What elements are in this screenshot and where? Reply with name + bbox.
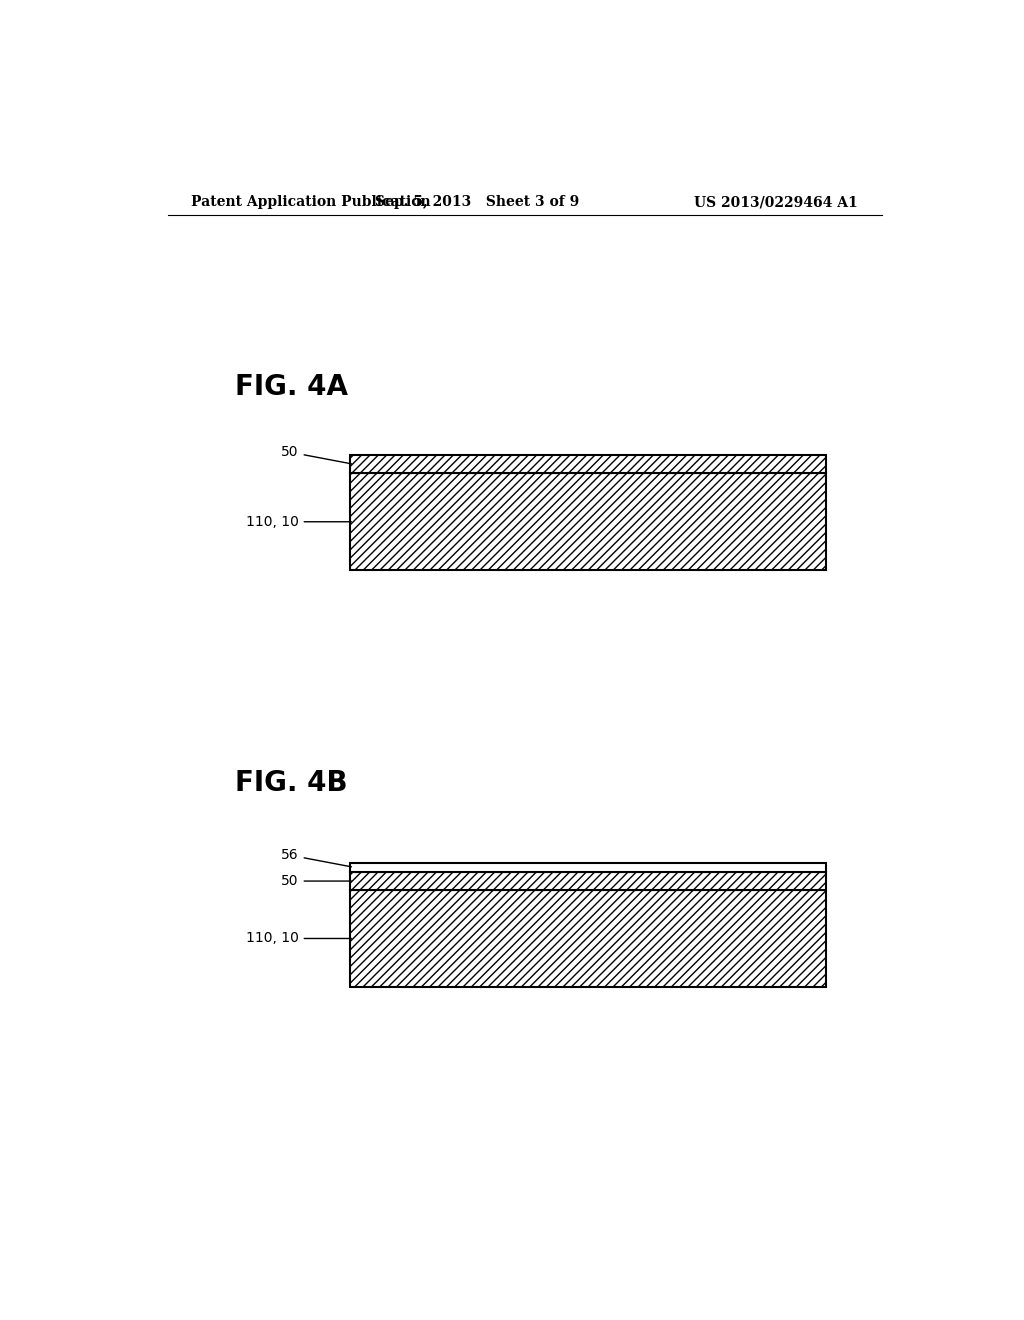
Bar: [350, 455, 826, 474]
Text: US 2013/0229464 A1: US 2013/0229464 A1: [694, 195, 858, 209]
Text: 110, 10: 110, 10: [246, 515, 351, 529]
Text: FIG. 4A: FIG. 4A: [236, 374, 348, 401]
Text: 50: 50: [282, 445, 351, 463]
Bar: [350, 863, 826, 873]
Text: 50: 50: [282, 874, 351, 888]
Text: FIG. 4B: FIG. 4B: [236, 770, 348, 797]
Text: Sep. 5, 2013   Sheet 3 of 9: Sep. 5, 2013 Sheet 3 of 9: [375, 195, 580, 209]
Bar: [350, 474, 826, 570]
Bar: [350, 873, 826, 890]
Bar: [350, 890, 826, 987]
Text: 110, 10: 110, 10: [246, 932, 351, 945]
Text: Patent Application Publication: Patent Application Publication: [191, 195, 431, 209]
Text: 56: 56: [281, 849, 351, 867]
